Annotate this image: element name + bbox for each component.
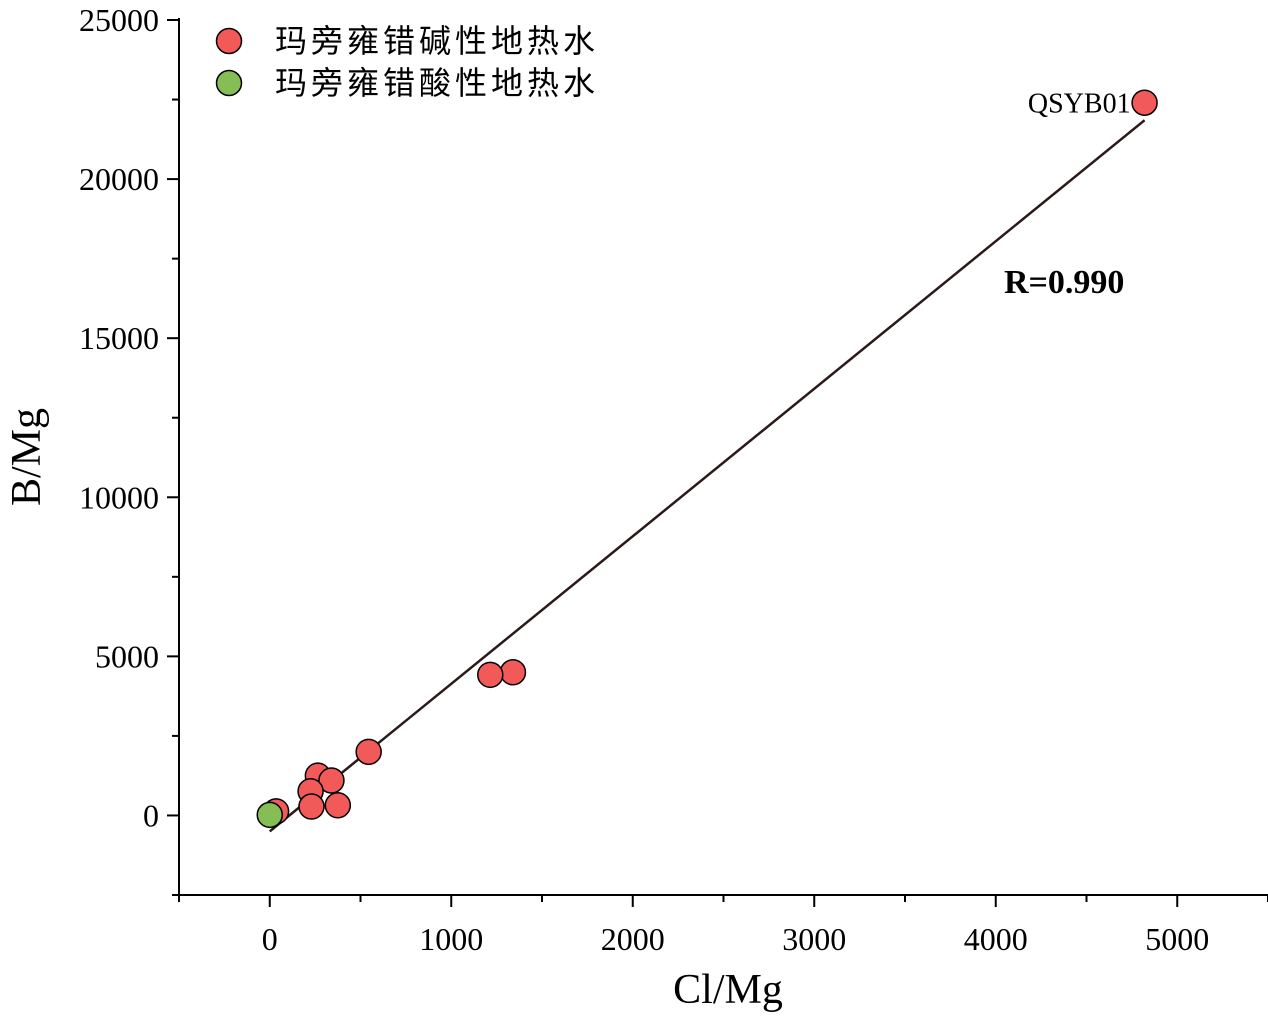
alkaline-point — [298, 793, 325, 820]
axes: 0 1000 2000 3000 4000 5000 0 5000 10000 15000 2000… — [79, 2, 1268, 957]
alkaline-point — [477, 661, 504, 689]
regression-line — [268, 119, 1146, 833]
y-tick-label: 0 — [143, 797, 159, 833]
legend-label: 玛旁雍错碱性地热水 — [275, 22, 599, 60]
y-tick-label: 25000 — [79, 2, 159, 38]
alkaline-point — [1131, 89, 1158, 116]
y-tick-label: 20000 — [79, 161, 159, 197]
y-tick-label: 10000 — [79, 479, 159, 515]
alkaline-point — [324, 792, 352, 819]
legend-marker — [215, 27, 243, 55]
x-tick-label: 1000 — [419, 921, 483, 957]
y-tick-label: 5000 — [95, 638, 159, 674]
alkaline-point — [499, 659, 527, 686]
legend-marker — [215, 69, 243, 97]
alkaline-point — [318, 767, 345, 794]
x-tick-label: 2000 — [601, 921, 665, 957]
x-tick-label: 4000 — [964, 921, 1028, 957]
alkaline-point — [355, 738, 382, 766]
fit-line-group — [268, 119, 1146, 833]
y-tick-label: 15000 — [79, 320, 159, 356]
annotations: QSYB01 R=0.990 — [1004, 89, 1131, 301]
x-axis-title: Cl/Mg — [673, 967, 783, 1013]
x-tick-label: 0 — [262, 921, 278, 957]
x-tick-label: 5000 — [1145, 921, 1209, 957]
acidic-point — [256, 801, 283, 829]
data-points — [256, 89, 1158, 829]
correlation-label: R=0.990 — [1004, 264, 1124, 301]
x-tick-label: 3000 — [782, 921, 846, 957]
legend-label: 玛旁雍错酸性地热水 — [275, 64, 599, 102]
y-axis-title: B/Mg — [4, 408, 50, 506]
point-label-qsyb01: QSYB01 — [1028, 89, 1131, 120]
